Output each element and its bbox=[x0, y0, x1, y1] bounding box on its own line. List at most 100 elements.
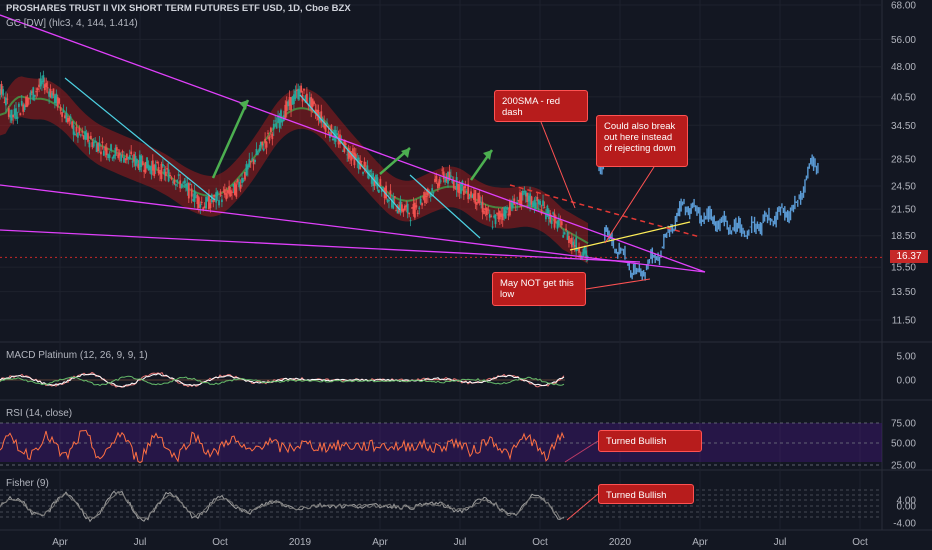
candle-body bbox=[421, 203, 423, 206]
candle-body bbox=[176, 179, 179, 183]
candle-body bbox=[432, 192, 435, 194]
candle-body bbox=[189, 184, 192, 186]
time-tick-label: 2020 bbox=[609, 537, 632, 548]
rsi-tick-label: 75.00 bbox=[891, 419, 916, 430]
candle-body bbox=[274, 120, 277, 122]
indicator-panes bbox=[0, 371, 882, 523]
fisher-tick-label: -4.00 bbox=[893, 519, 916, 530]
price-tick-label: 11.50 bbox=[892, 316, 917, 327]
price-tick-label: 28.50 bbox=[891, 155, 916, 166]
candle-body bbox=[382, 187, 385, 189]
candle-body bbox=[354, 154, 357, 159]
candle-body bbox=[252, 159, 255, 165]
candle-body bbox=[7, 108, 10, 117]
candle-body bbox=[35, 91, 38, 93]
candle-body bbox=[13, 108, 16, 116]
candle-body bbox=[71, 121, 74, 128]
candle-body bbox=[117, 154, 120, 158]
candle-body bbox=[552, 212, 555, 214]
candle-body bbox=[235, 184, 238, 197]
candle-body bbox=[33, 94, 36, 97]
candle-body bbox=[0, 89, 2, 96]
candle-body bbox=[452, 180, 455, 189]
candle-body bbox=[321, 119, 324, 122]
candle-body bbox=[225, 193, 228, 200]
candle-body bbox=[379, 178, 382, 187]
candle-body bbox=[517, 199, 520, 201]
candle-body bbox=[254, 159, 256, 162]
candle-body bbox=[38, 84, 40, 88]
time-tick-label: Oct bbox=[212, 537, 228, 548]
candle-body bbox=[77, 132, 79, 138]
candle-body bbox=[65, 112, 68, 123]
candle-body bbox=[208, 195, 210, 210]
candle-body bbox=[15, 108, 17, 119]
candle-body bbox=[559, 219, 562, 221]
arrow-head bbox=[239, 100, 248, 110]
candle-body bbox=[585, 250, 588, 259]
candle-body bbox=[49, 88, 52, 98]
fisher-trigger bbox=[0, 491, 565, 520]
candle-body bbox=[163, 168, 166, 175]
candle-body bbox=[156, 161, 159, 164]
candle-body bbox=[498, 211, 501, 220]
macd-label: MACD Platinum (12, 26, 9, 9, 1) bbox=[6, 350, 148, 361]
candle-body bbox=[560, 221, 563, 226]
candle-body bbox=[192, 199, 195, 201]
candle-body bbox=[313, 101, 315, 104]
candle-body bbox=[503, 207, 506, 217]
candle-body bbox=[212, 200, 215, 202]
candle-body bbox=[457, 183, 459, 193]
time-tick-label: 2019 bbox=[289, 537, 312, 548]
macd-hist bbox=[0, 375, 565, 387]
candle-body bbox=[424, 192, 426, 203]
candle-body bbox=[138, 154, 141, 171]
candle-body bbox=[154, 164, 157, 169]
candle-body bbox=[26, 97, 29, 107]
candle-body bbox=[290, 97, 292, 111]
cyan-trend-1 bbox=[64, 77, 216, 201]
candle-body bbox=[195, 196, 197, 198]
candle-body bbox=[386, 199, 389, 202]
candle-body bbox=[514, 209, 517, 211]
candle-body bbox=[405, 204, 408, 208]
candle-body bbox=[519, 192, 521, 205]
candle-body bbox=[89, 135, 92, 139]
candle-body bbox=[435, 176, 438, 182]
candle-body bbox=[487, 209, 490, 211]
candle-body bbox=[36, 88, 39, 90]
candle-body bbox=[74, 133, 76, 135]
candle-body bbox=[411, 207, 413, 209]
candle-body bbox=[442, 171, 445, 179]
candle-body bbox=[28, 98, 30, 100]
candle-body bbox=[159, 172, 161, 175]
price-tick-label: 48.00 bbox=[891, 62, 916, 73]
candle-body bbox=[305, 93, 308, 103]
candle-body bbox=[568, 236, 570, 243]
rsi-band bbox=[0, 423, 882, 462]
candle-body bbox=[543, 207, 546, 209]
macd-tick-label: 5.00 bbox=[897, 352, 917, 363]
candle-body bbox=[172, 181, 174, 183]
candle-body bbox=[241, 178, 243, 183]
candle-body bbox=[169, 175, 171, 177]
candle-body bbox=[215, 192, 218, 203]
candle-body bbox=[363, 161, 366, 167]
candle-body bbox=[533, 199, 536, 207]
annotation-low: May NOT get this low bbox=[492, 272, 586, 306]
candle-body bbox=[291, 96, 294, 105]
candle-body bbox=[75, 126, 78, 132]
time-tick-label: Oct bbox=[852, 537, 868, 548]
candle-body bbox=[228, 186, 231, 195]
candle-body bbox=[416, 212, 419, 214]
candle-body bbox=[501, 213, 504, 221]
fisher-label: Fisher (9) bbox=[6, 478, 49, 489]
candle-body bbox=[521, 190, 524, 196]
candle-body bbox=[390, 200, 393, 208]
candle-body bbox=[23, 105, 26, 110]
candle-body bbox=[504, 210, 507, 219]
candle-body bbox=[326, 122, 328, 125]
candle-body bbox=[553, 213, 556, 228]
price-axis: 68.00 56.00 48.00 40.50 34.50 28.50 24.50 21.50… bbox=[891, 1, 916, 530]
